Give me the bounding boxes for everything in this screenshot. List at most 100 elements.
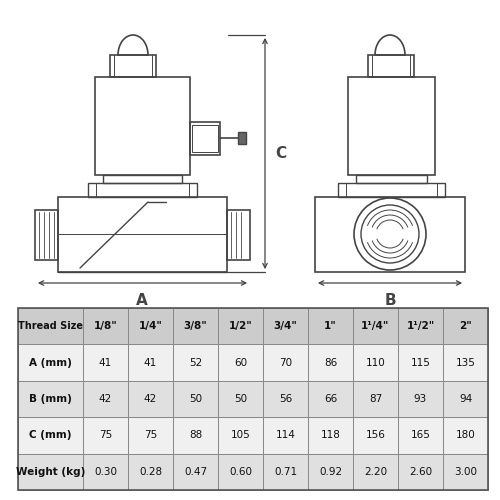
Text: 3/4": 3/4"	[274, 321, 297, 331]
Text: 42: 42	[144, 394, 157, 404]
Bar	[218, 308, 263, 344]
Text: 1/8": 1/8"	[94, 321, 118, 331]
Bar	[83, 417, 128, 454]
Bar	[18, 381, 83, 417]
Bar	[95, 77, 190, 175]
Bar	[353, 454, 398, 490]
Bar	[18, 454, 83, 490]
Bar	[88, 183, 197, 197]
Text: Thread Size: Thread Size	[18, 321, 83, 331]
Text: Weight (kg): Weight (kg)	[16, 467, 85, 477]
Text: 110: 110	[366, 358, 386, 368]
Text: 0.28: 0.28	[139, 467, 162, 477]
Bar	[173, 454, 218, 490]
Bar	[103, 175, 182, 183]
Text: 42: 42	[99, 394, 112, 404]
Text: 75: 75	[99, 430, 112, 440]
Bar	[353, 417, 398, 454]
Bar	[443, 454, 488, 490]
Bar	[263, 344, 308, 381]
Bar	[192, 125, 218, 152]
Bar	[398, 454, 443, 490]
Bar	[398, 417, 443, 454]
Bar	[443, 417, 488, 454]
Bar	[128, 381, 173, 417]
Bar	[308, 454, 353, 490]
Bar	[128, 344, 173, 381]
Text: 75: 75	[144, 430, 157, 440]
Bar	[227, 210, 250, 260]
Bar	[218, 344, 263, 381]
Bar	[18, 344, 83, 381]
Text: 0.47: 0.47	[184, 467, 207, 477]
Text: C: C	[275, 146, 286, 161]
Text: 3.00: 3.00	[454, 467, 477, 477]
Text: 165: 165	[410, 430, 430, 440]
Bar	[398, 308, 443, 344]
Bar	[263, 454, 308, 490]
Text: 88: 88	[189, 430, 202, 440]
Bar	[443, 344, 488, 381]
Bar	[83, 308, 128, 344]
Text: 2.20: 2.20	[364, 467, 387, 477]
Bar	[173, 417, 218, 454]
Bar	[398, 381, 443, 417]
Bar	[128, 417, 173, 454]
Bar	[338, 183, 445, 197]
Text: 135: 135	[456, 358, 475, 368]
Text: 118: 118	[320, 430, 340, 440]
Bar	[173, 344, 218, 381]
Bar	[218, 454, 263, 490]
Text: B: B	[384, 293, 396, 308]
Text: 0.60: 0.60	[229, 467, 252, 477]
Bar	[443, 381, 488, 417]
Bar	[356, 175, 427, 183]
Bar	[308, 417, 353, 454]
Bar	[35, 210, 58, 260]
Bar	[238, 132, 246, 144]
Text: 105: 105	[230, 430, 250, 440]
Text: 180: 180	[456, 430, 475, 440]
Text: 41: 41	[144, 358, 157, 368]
Bar	[353, 344, 398, 381]
Text: 56: 56	[279, 394, 292, 404]
Bar	[18, 308, 488, 490]
Text: 86: 86	[324, 358, 337, 368]
Text: 114: 114	[276, 430, 295, 440]
Text: 156: 156	[366, 430, 386, 440]
Bar	[58, 197, 227, 272]
Text: 1": 1"	[324, 321, 337, 331]
Bar	[308, 308, 353, 344]
Bar	[263, 308, 308, 344]
Text: 60: 60	[234, 358, 247, 368]
Bar	[263, 417, 308, 454]
Bar	[83, 381, 128, 417]
Bar	[218, 417, 263, 454]
Text: 93: 93	[414, 394, 427, 404]
Text: A (mm): A (mm)	[29, 358, 72, 368]
Text: 1/2": 1/2"	[228, 321, 252, 331]
Text: 66: 66	[324, 394, 337, 404]
Text: 115: 115	[410, 358, 430, 368]
Bar	[128, 308, 173, 344]
Text: 87: 87	[369, 394, 382, 404]
Text: 50: 50	[234, 394, 247, 404]
Bar	[353, 381, 398, 417]
Text: 94: 94	[459, 394, 472, 404]
Text: 1¹/4": 1¹/4"	[362, 321, 390, 331]
Bar	[18, 417, 83, 454]
Bar	[443, 308, 488, 344]
Bar	[218, 381, 263, 417]
Bar	[315, 197, 465, 272]
Text: 3/8": 3/8"	[184, 321, 208, 331]
Bar	[83, 344, 128, 381]
Text: 2.60: 2.60	[409, 467, 432, 477]
Text: 41: 41	[99, 358, 112, 368]
Text: 0.71: 0.71	[274, 467, 297, 477]
Text: 1/4": 1/4"	[138, 321, 162, 331]
Bar	[18, 308, 83, 344]
Bar	[368, 55, 414, 77]
Text: 0.30: 0.30	[94, 467, 117, 477]
Bar	[173, 308, 218, 344]
Bar	[308, 381, 353, 417]
